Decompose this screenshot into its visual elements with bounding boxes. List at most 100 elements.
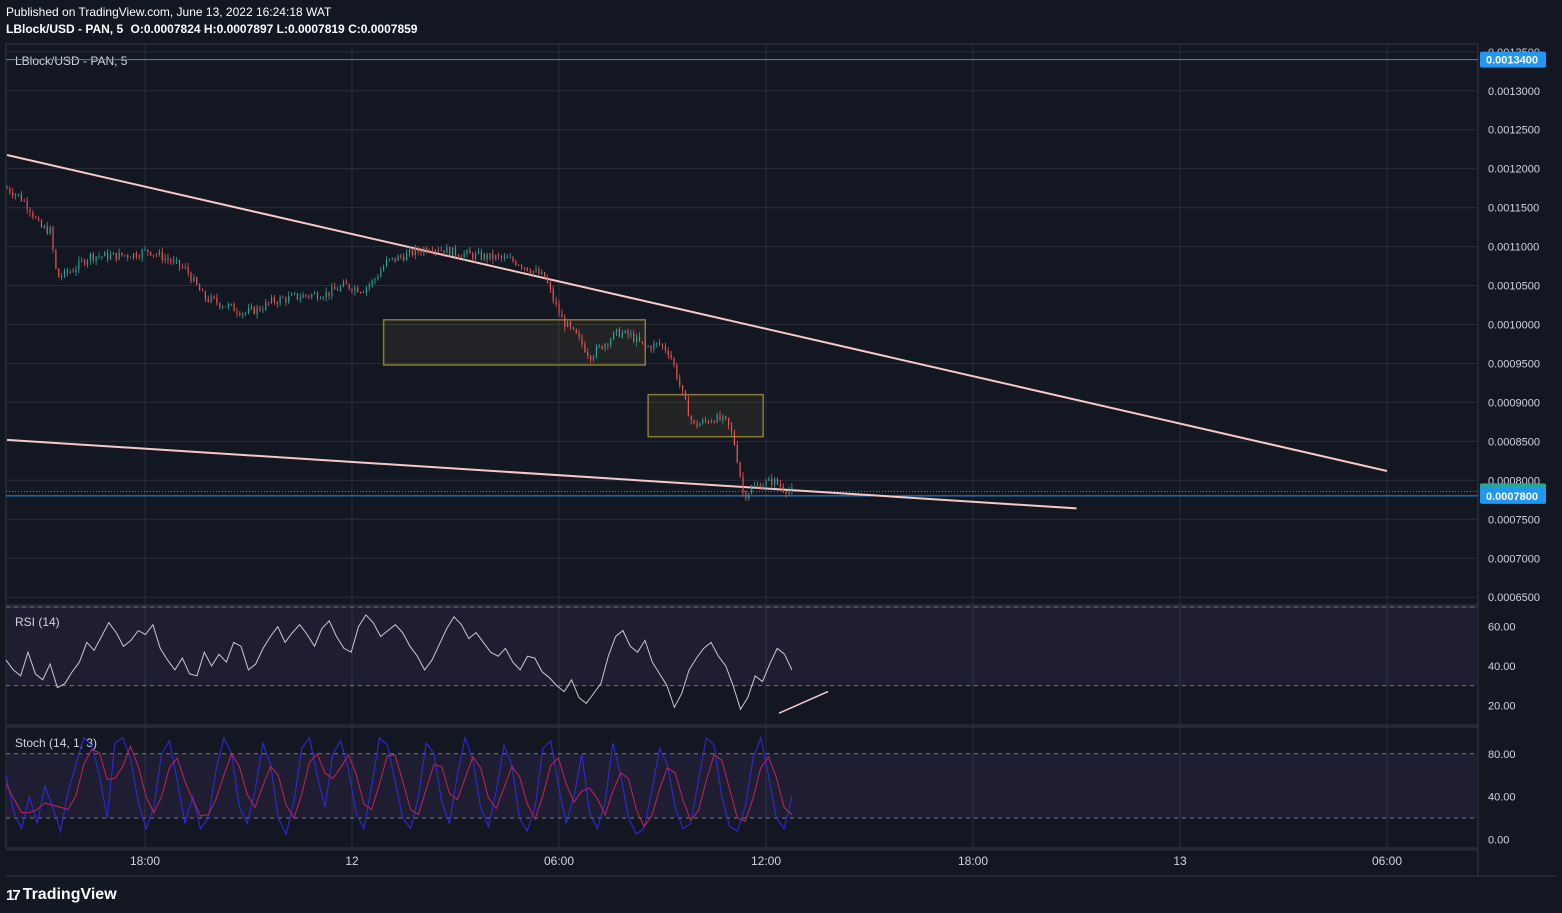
price-tick-label: 0.0012500 <box>1488 125 1540 137</box>
candle-body <box>696 423 698 427</box>
candle-body <box>127 255 129 258</box>
candle-body <box>782 486 784 492</box>
candle-body <box>587 352 589 356</box>
stoch-tick-label: 40.00 <box>1488 792 1516 804</box>
stoch-k-line <box>5 735 793 836</box>
stoch-tick-label: 0.00 <box>1488 834 1509 846</box>
candle-body <box>498 255 500 257</box>
candle-body <box>509 257 511 259</box>
candle-body <box>759 484 761 490</box>
candle-body <box>638 336 641 342</box>
time-tick-label: 06:00 <box>1372 854 1402 868</box>
candle-body <box>282 297 284 299</box>
candle-body <box>590 355 592 360</box>
candle-body <box>23 201 25 202</box>
candle-body <box>385 259 388 267</box>
candle-body <box>285 298 287 302</box>
candle-body <box>377 276 379 279</box>
price-tag-top-level-bg <box>1480 51 1546 68</box>
candle-body <box>273 297 275 303</box>
candle-body <box>55 249 57 269</box>
candle-body <box>601 345 603 349</box>
candle-body <box>440 250 442 251</box>
candle-body <box>512 257 514 262</box>
candle-body <box>693 419 695 424</box>
candle-body <box>43 226 45 228</box>
candle-body <box>598 345 600 347</box>
candle-body <box>572 327 574 330</box>
candle-body <box>69 271 71 273</box>
candle-body <box>460 256 462 258</box>
candle-body <box>414 247 416 256</box>
candle-body <box>788 490 790 494</box>
candle-body <box>423 248 425 254</box>
candle-body <box>89 253 91 261</box>
candle-body <box>538 269 540 275</box>
candle-body <box>20 194 22 202</box>
candle-body <box>193 277 195 282</box>
candle-body <box>322 297 324 299</box>
main-pane-title: LBlock/USD - PAN, 5 <box>15 54 128 68</box>
candle-body <box>756 484 758 486</box>
candle-body <box>132 253 135 259</box>
candle-body <box>452 247 454 256</box>
candle-body <box>687 399 689 417</box>
published-note: Published on TradingView.com, June 13, 2… <box>6 5 332 19</box>
tradingview-branding[interactable]: 17 TradingView <box>6 884 117 906</box>
candle-body <box>351 288 353 292</box>
candle-body <box>253 306 255 315</box>
candle-body <box>647 346 649 348</box>
candle-body <box>112 252 114 255</box>
candle-body <box>259 307 261 311</box>
candle-body <box>785 491 787 494</box>
candle-body <box>265 302 267 310</box>
candle-body <box>6 188 8 189</box>
candle-body <box>748 493 750 499</box>
symbol-line[interactable]: LBlock/USD - PAN, 5 <box>6 22 124 36</box>
candle-body <box>437 249 439 251</box>
candle-body <box>555 300 557 304</box>
candle-body <box>417 247 419 252</box>
candle-body <box>236 311 238 314</box>
candle-body <box>477 251 480 254</box>
candle-body <box>722 416 724 421</box>
candle-body <box>420 251 422 254</box>
candle-body <box>535 269 537 271</box>
rsi-tick-label: 60.00 <box>1488 622 1516 634</box>
candle-body <box>296 293 298 300</box>
candle-body <box>84 260 86 265</box>
price-tag-support-level: 0.0007800 <box>1486 491 1538 503</box>
candle-body <box>319 298 321 300</box>
candle-body <box>699 423 701 427</box>
price-tick-label: 0.0011000 <box>1488 242 1539 254</box>
candle-body <box>397 255 399 261</box>
candle-body <box>779 484 781 487</box>
candle-body <box>713 421 715 423</box>
candle-body <box>262 309 264 311</box>
candle-body <box>305 294 307 296</box>
open-label: O: <box>130 22 144 36</box>
candle-body <box>544 271 546 278</box>
candle-body <box>342 282 344 287</box>
candle-body <box>725 416 727 418</box>
time-tick-label: 12 <box>345 854 359 868</box>
candle-body <box>32 212 34 218</box>
candle-body <box>104 252 106 257</box>
candle-body <box>325 291 327 298</box>
candle-body <box>719 414 721 421</box>
candle-body <box>791 487 793 491</box>
candle-body <box>337 289 339 291</box>
candle-body <box>81 260 83 261</box>
candle-body <box>650 346 652 350</box>
candle-body <box>621 332 623 337</box>
candle-body <box>431 250 434 252</box>
candle-body <box>26 201 28 210</box>
candle-body <box>728 417 730 426</box>
candle-body <box>745 492 747 499</box>
candle-body <box>636 336 638 342</box>
candle-body <box>199 284 201 291</box>
candle-body <box>480 251 482 260</box>
low-value: 0.0007819 <box>287 22 345 36</box>
candle-body <box>380 270 382 277</box>
